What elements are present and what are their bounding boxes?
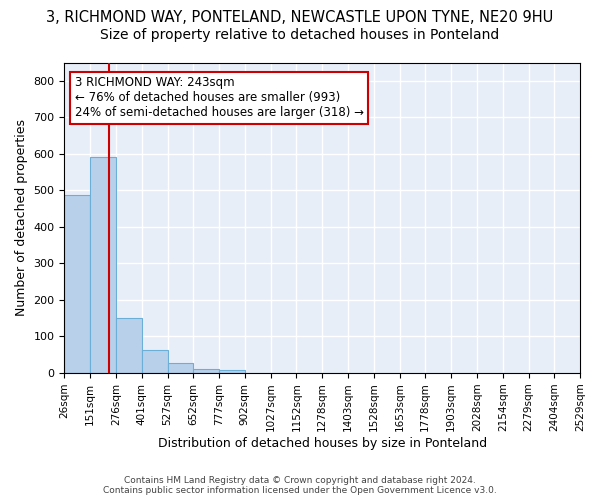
Bar [64, 195, 90, 373]
Bar [167, 362, 193, 373]
Bar [193, 370, 219, 373]
Text: 3, RICHMOND WAY, PONTELAND, NEWCASTLE UPON TYNE, NE20 9HU: 3, RICHMOND WAY, PONTELAND, NEWCASTLE UP… [46, 10, 554, 25]
Bar [219, 370, 245, 373]
Text: 3 RICHMOND WAY: 243sqm
← 76% of detached houses are smaller (993)
24% of semi-de: 3 RICHMOND WAY: 243sqm ← 76% of detached… [75, 76, 364, 120]
Y-axis label: Number of detached properties: Number of detached properties [15, 119, 28, 316]
Text: Contains HM Land Registry data © Crown copyright and database right 2024.
Contai: Contains HM Land Registry data © Crown c… [103, 476, 497, 495]
X-axis label: Distribution of detached houses by size in Ponteland: Distribution of detached houses by size … [158, 437, 487, 450]
Text: Size of property relative to detached houses in Ponteland: Size of property relative to detached ho… [100, 28, 500, 42]
Bar [142, 350, 167, 373]
Bar [90, 158, 116, 373]
Bar [116, 318, 142, 373]
